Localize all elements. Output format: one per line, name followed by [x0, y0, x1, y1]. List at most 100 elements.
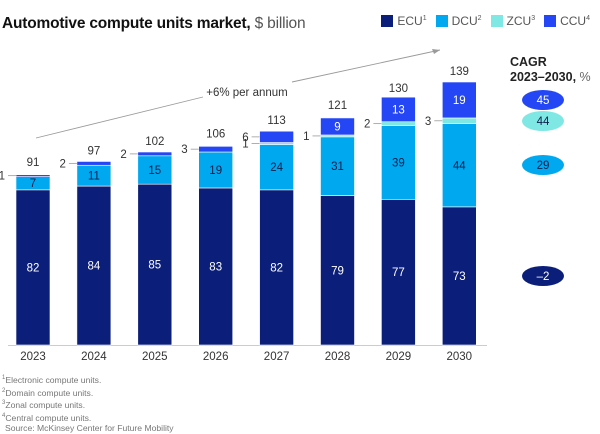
bar-segment-ccu [198, 146, 233, 153]
cagr-heading: CAGR 2023–2030, % [510, 55, 591, 85]
footnote-3: 3Zonal compute units. [2, 399, 86, 410]
legend-swatch-zcu [490, 15, 503, 27]
segment-label-ccu: 2 [59, 158, 65, 170]
chart-title-main: Automotive compute units market, [2, 15, 251, 32]
x-tick-label: 2023 [20, 351, 46, 363]
legend-swatch-ecu [381, 15, 394, 27]
growth-annotation: +6% per annum [206, 87, 288, 99]
bar-segment-ecu [259, 189, 294, 346]
cagr-value-zcu: 44 [537, 116, 550, 128]
legend-label-ccu: CCU4 [560, 14, 590, 28]
chart-title: Automotive compute units market, $ billi… [2, 15, 306, 33]
x-tick-label: 2026 [203, 351, 229, 363]
segment-label-dcu: 15 [148, 165, 161, 177]
footnote-1: 1Electronic compute units. [2, 374, 102, 385]
cagr-badge-ccu [522, 90, 564, 110]
chart-title-unit: $ billion [254, 15, 306, 32]
legend-item-dcu: DCU2 [435, 14, 482, 28]
bar-segment-dcu [381, 125, 416, 200]
bar-segment-dcu [320, 136, 355, 196]
cagr-value-dcu: 29 [537, 160, 550, 172]
legend-swatch-dcu [435, 15, 448, 27]
segment-label-ecu: 82 [27, 262, 40, 274]
segment-label-ccu: 1 [0, 171, 5, 183]
bar-segment-ecu [320, 195, 355, 346]
bar-segment-ccu [259, 130, 294, 143]
legend-label-zcu: ZCU3 [506, 14, 536, 28]
cagr-badge-ecu [522, 266, 564, 286]
segment-label-ecu: 85 [148, 260, 161, 272]
bar-segment-zcu [441, 117, 477, 124]
segment-label-zcu: 2 [364, 119, 370, 131]
bar-segment-ccu [15, 174, 51, 177]
segment-label-ccu: 19 [453, 95, 466, 107]
legend-item-ccu: CCU4 [544, 14, 590, 28]
source-note: Source: McKinsey Center for Future Mobil… [5, 423, 174, 434]
bar-total-label: 139 [450, 66, 469, 78]
bar-segment-ecu [76, 185, 112, 346]
bar-segment-dcu [441, 123, 477, 208]
footnotes: 1Electronic compute units. 2Domain compu… [2, 373, 174, 434]
cagr-heading-line2: 2023–2030, % [510, 70, 591, 84]
segment-label-ecu: 77 [392, 267, 405, 279]
legend-item-ecu: ECU1 [381, 14, 427, 28]
legend-swatch-ccu [544, 15, 557, 27]
bar-segment-ecu [137, 183, 173, 346]
growth-arrowhead [432, 49, 440, 54]
bar-segment-zcu [381, 121, 416, 126]
x-tick-label: 2029 [386, 351, 412, 363]
bar-segment-ecu [381, 199, 416, 346]
cagr-badge-dcu [522, 155, 564, 175]
segment-label-ccu: 9 [334, 121, 340, 133]
bar-segment-ccu [381, 96, 416, 123]
bar-segment-ecu [441, 206, 477, 346]
x-tick-label: 2030 [447, 351, 473, 363]
bar-segment-ccu [320, 117, 355, 136]
segment-label-ccu: 3 [181, 144, 187, 156]
segment-label-dcu: 39 [392, 157, 405, 169]
legend-label-ecu: ECU1 [397, 14, 427, 28]
bar-segment-dcu [198, 151, 233, 189]
segment-label-ccu: 2 [120, 149, 126, 161]
x-tick-label: 2028 [325, 351, 351, 363]
segment-label-ccu: 13 [392, 104, 405, 116]
segment-label-dcu: 44 [453, 160, 466, 172]
segment-label-ecu: 83 [209, 261, 222, 273]
segment-label-dcu: 24 [270, 162, 283, 174]
cagr-value-ccu: 45 [537, 95, 550, 107]
segment-label-ccu: 6 [242, 132, 248, 144]
growth-trend-line [35, 96, 204, 139]
legend: ECU1 DCU2 ZCU3 CCU4 [381, 14, 590, 28]
segment-label-ecu: 84 [88, 261, 101, 273]
bar-total-label: 106 [206, 128, 225, 140]
segment-label-dcu: 7 [30, 178, 36, 190]
bar-total-label: 102 [145, 136, 164, 148]
segment-label-dcu: 31 [331, 161, 344, 173]
segment-label-dcu: 11 [88, 171, 100, 183]
segment-label-zcu: 1 [303, 131, 309, 143]
segment-label-zcu: 3 [425, 116, 431, 128]
bar-segment-ecu [15, 189, 51, 346]
x-tick-label: 2024 [81, 351, 107, 363]
bar-total-label: 121 [328, 100, 347, 112]
legend-item-zcu: ZCU3 [490, 14, 536, 28]
bar-segment-dcu [137, 155, 173, 185]
cagr-heading-line1: CAGR [510, 55, 547, 69]
bar-total-label: 113 [267, 115, 285, 127]
x-tick-label: 2025 [142, 351, 168, 363]
segment-label-ecu: 82 [270, 262, 283, 274]
bar-total-label: 97 [88, 145, 101, 157]
cagr-value-ecu: –2 [537, 271, 550, 283]
bar-segment-ecu [198, 187, 233, 346]
bar-total-label: 130 [389, 83, 408, 95]
bar-total-label: 91 [27, 157, 40, 169]
footnote-2: 2Domain compute units. [2, 387, 94, 398]
segment-label-zcu: 1 [242, 138, 248, 150]
bar-segment-ccu [137, 151, 173, 157]
footnote-4: 4Central compute units. [2, 412, 92, 423]
segment-label-dcu: 19 [209, 165, 222, 177]
bar-segment-ccu [441, 81, 477, 119]
x-tick-label: 2027 [264, 351, 290, 363]
bar-segment-dcu [259, 144, 294, 191]
